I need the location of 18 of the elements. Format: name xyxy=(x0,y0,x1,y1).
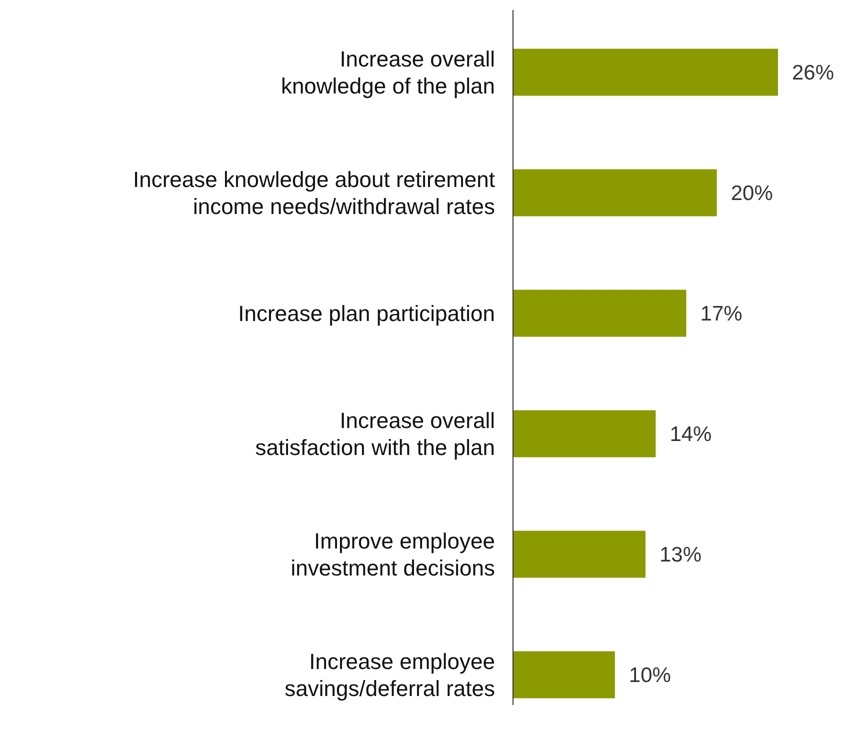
bar xyxy=(513,410,656,458)
data-label: 20% xyxy=(730,182,773,206)
y-tick-label: Increase overall knowledge of the plan xyxy=(280,46,495,98)
y-tick-label: Increase employee savings/deferral rates xyxy=(284,648,495,701)
data-label: 14% xyxy=(670,423,712,446)
data-label: 13% xyxy=(660,544,702,567)
data-label: 26% xyxy=(792,62,834,85)
bar xyxy=(513,651,615,698)
data-label: 10% xyxy=(628,664,671,688)
y-tick-label: Improve employee investment decisions xyxy=(290,528,495,580)
data-label: 17% xyxy=(700,302,742,326)
y-tick-label: Increase plan participation xyxy=(238,300,495,326)
bar xyxy=(513,169,717,216)
bar xyxy=(513,530,646,578)
bar xyxy=(513,290,686,337)
bar xyxy=(513,48,778,96)
y-tick-label: Increase overall satisfaction with the plan xyxy=(255,408,495,460)
y-tick-label: Increase knowledge about retirement income needs/withdrawal rates xyxy=(133,166,495,219)
